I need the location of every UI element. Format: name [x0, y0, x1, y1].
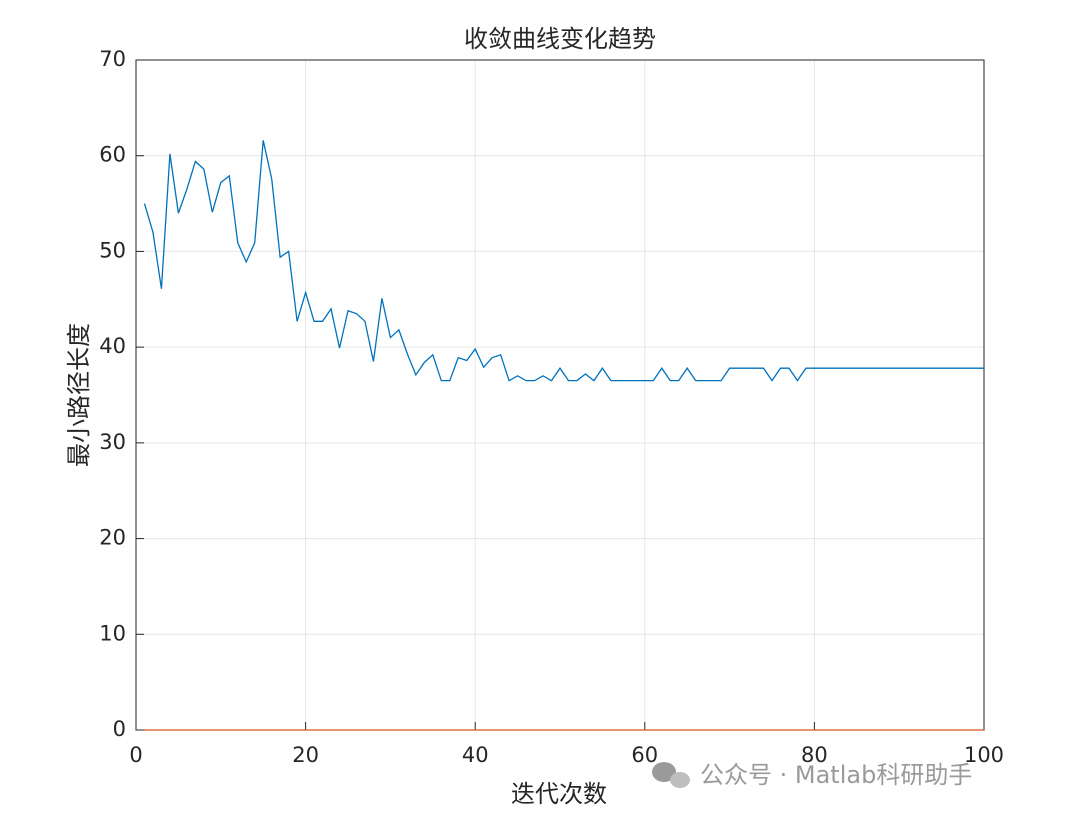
x-tick-label: 100: [964, 743, 1004, 767]
y-tick-label: 60: [99, 143, 126, 167]
x-axis-label: 迭代次数: [511, 780, 607, 808]
x-tick-label: 80: [801, 743, 828, 767]
x-tick-label: 40: [462, 743, 489, 767]
x-tick-label: 0: [129, 743, 142, 767]
y-tick-label: 70: [99, 47, 126, 71]
y-tick-label: 0: [113, 717, 126, 741]
y-tick-label: 50: [99, 238, 126, 262]
chart-title: 收敛曲线变化趋势: [464, 25, 656, 53]
watermark-icon: [652, 762, 690, 788]
y-tick-label: 20: [99, 526, 126, 550]
y-tick-label: 10: [99, 621, 126, 645]
x-tick-label: 20: [292, 743, 319, 767]
y-tick-label: 30: [99, 430, 126, 454]
x-tick-label: 60: [631, 743, 658, 767]
watermark: 公众号 · Matlab科研助手: [700, 761, 972, 789]
y-tick-label: 40: [99, 334, 126, 358]
series-line: [143, 140, 984, 382]
y-axis-label: 最小路径长度: [65, 323, 93, 467]
